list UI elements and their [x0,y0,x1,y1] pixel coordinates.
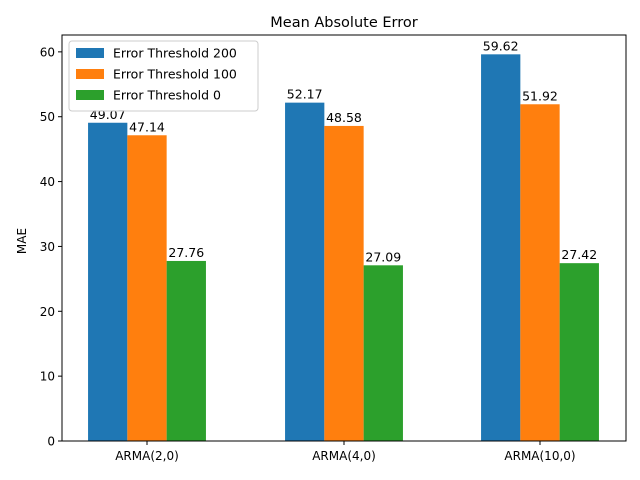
y-tick-label: 60 [40,45,55,59]
x-tick-label: ARMA(4,0) [312,449,376,463]
y-axis-ticks: 0 10 20 30 40 50 60 [40,45,62,449]
legend-swatch [76,69,104,79]
bar [363,265,403,441]
x-tick-label: ARMA(10,0) [504,449,575,463]
legend-label: Error Threshold 0 [113,88,221,103]
legend-box [68,40,259,112]
y-axis-label: MAE [15,228,29,254]
bar-value-label: 52.17 [287,87,323,102]
bar [285,102,325,441]
bar-value-label: 27.42 [561,247,597,262]
y-tick-label: 10 [40,370,55,384]
y-tick-label: 20 [40,305,55,319]
bar [127,135,167,441]
bar [559,263,599,441]
plot-frame [61,34,627,442]
chart-title: Mean Absolute Error [270,15,417,31]
bar-value-label: 47.14 [129,119,165,134]
bar-group [88,54,599,442]
bar [324,125,364,441]
legend-swatch [76,48,104,58]
legend-label: Error Threshold 200 [113,46,237,61]
bar [481,54,521,442]
bar-value-label: 27.76 [168,245,204,260]
legend-label: Error Threshold 100 [113,67,237,82]
bar [166,260,206,441]
bar [88,122,128,441]
legend-swatch [76,90,104,100]
y-tick-label: 0 [47,435,55,449]
bar-value-label: 48.58 [326,110,362,125]
x-tick-label: ARMA(2,0) [115,449,179,463]
x-axis-ticks: ARMA(2,0) ARMA(4,0) ARMA(10,0) [115,441,576,463]
bar [520,104,560,442]
bar-value-label: 51.92 [522,88,558,103]
y-tick-label: 40 [40,175,55,189]
bar-value-label: 27.09 [365,249,401,264]
legend: Error Threshold 200 Error Threshold 100 Er… [68,40,259,112]
y-tick-label: 50 [40,110,55,124]
y-tick-label: 30 [40,240,55,254]
bar-value-label: 59.62 [483,38,519,53]
